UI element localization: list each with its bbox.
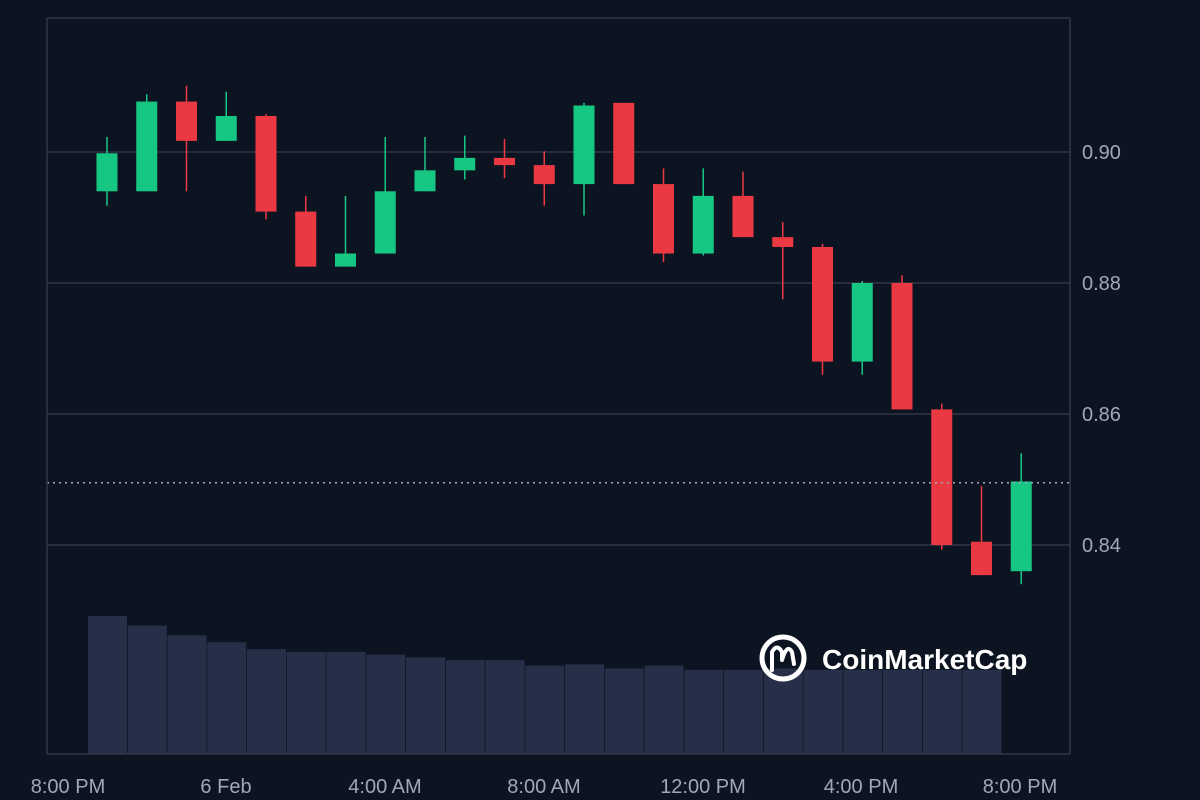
volume-bar [763, 668, 803, 754]
volume-bar [922, 669, 962, 754]
candle [176, 85, 197, 192]
candle-body-up [692, 195, 714, 254]
volume-bar [684, 669, 724, 754]
volume-bar [127, 625, 167, 754]
volume-bar [644, 665, 684, 754]
volume-bar [207, 642, 247, 754]
candle [533, 151, 555, 206]
candle-body-down [971, 541, 992, 576]
y-axis-ticks: 0.84 0.86 0.88 0.90 [1082, 142, 1121, 557]
candle [335, 195, 356, 267]
candle [931, 403, 953, 550]
volume-bar [525, 665, 565, 754]
candle-body-down [891, 283, 913, 410]
candle-body-up [454, 157, 476, 171]
y-tick-label: 0.84 [1082, 535, 1121, 557]
candle [494, 138, 515, 179]
candle [732, 171, 754, 238]
watermark: CoinMarketCap [759, 634, 1027, 682]
candle-body-up [215, 115, 237, 141]
candle [573, 102, 595, 216]
candle [613, 102, 635, 185]
y-tick-label: 0.86 [1082, 404, 1121, 426]
candle [374, 136, 396, 254]
volume-bar [445, 660, 485, 754]
candle [215, 91, 237, 141]
candle [971, 486, 992, 576]
candle-body-up [374, 191, 396, 254]
x-axis-ticks: 8:00 PM 6 Feb 4:00 AM 8:00 AM 12:00 PM 4:00 P… [31, 776, 1057, 798]
candle-body-down [931, 409, 953, 545]
candle [812, 243, 833, 375]
candle-body-up [851, 283, 873, 362]
candle [96, 136, 118, 206]
volume-bar [724, 669, 763, 754]
candle [255, 114, 277, 220]
volume-bar [485, 660, 525, 754]
volume-bar [962, 669, 1002, 754]
volume-bar [883, 669, 922, 754]
volume-bar [803, 669, 843, 754]
candle-body-down [533, 165, 555, 185]
x-tick-label: 12:00 PM [660, 776, 746, 798]
candle [851, 281, 873, 375]
candle-body-down [255, 115, 277, 212]
candle-body-down [812, 246, 833, 362]
x-tick-label: 8:00 PM [31, 776, 105, 798]
candlesticks [96, 85, 1032, 585]
volume-bar [326, 651, 366, 754]
x-tick-label: 8:00 PM [983, 776, 1057, 798]
candle [891, 275, 913, 410]
candle [454, 135, 476, 180]
volume-bar [604, 668, 644, 754]
candle-body-up [573, 105, 595, 185]
y-tick-label: 0.88 [1082, 273, 1121, 295]
x-tick-label: 4:00 PM [824, 776, 898, 798]
volume-bar [843, 669, 883, 754]
candle [653, 168, 674, 263]
volume-bar [247, 649, 286, 754]
chart-frame [46, 17, 1071, 755]
x-tick-label: 4:00 AM [348, 776, 421, 798]
candle [772, 222, 794, 300]
candle-body-up [335, 253, 356, 267]
candle [692, 168, 714, 256]
candle [295, 195, 317, 267]
candle-body-down [176, 101, 197, 141]
volume-bar [286, 651, 326, 754]
x-tick-label: 8:00 AM [507, 776, 580, 798]
volume-bar [366, 654, 406, 754]
volume-bars [88, 616, 1002, 754]
x-tick-label: 6 Feb [200, 776, 251, 798]
candle [136, 94, 158, 192]
volume-bar [88, 616, 127, 754]
candle-body-down [613, 102, 635, 185]
coinmarketcap-logo-icon [759, 634, 807, 682]
candle-body-up [414, 170, 436, 192]
candle [414, 136, 436, 192]
candle-body-up [96, 153, 118, 192]
candle-body-up [1010, 481, 1032, 572]
candle-body-down [732, 195, 754, 238]
candle-body-down [653, 184, 674, 254]
volume-bar [565, 664, 604, 754]
candle-body-down [772, 237, 794, 247]
volume-bar [406, 657, 445, 754]
watermark-text: CoinMarketCap [822, 644, 1027, 675]
candle-body-up [136, 101, 158, 192]
candle-body-down [494, 157, 515, 166]
candle [1010, 453, 1032, 585]
y-tick-label: 0.90 [1082, 142, 1121, 164]
candle-body-down [295, 211, 317, 267]
volume-bar [167, 635, 207, 754]
